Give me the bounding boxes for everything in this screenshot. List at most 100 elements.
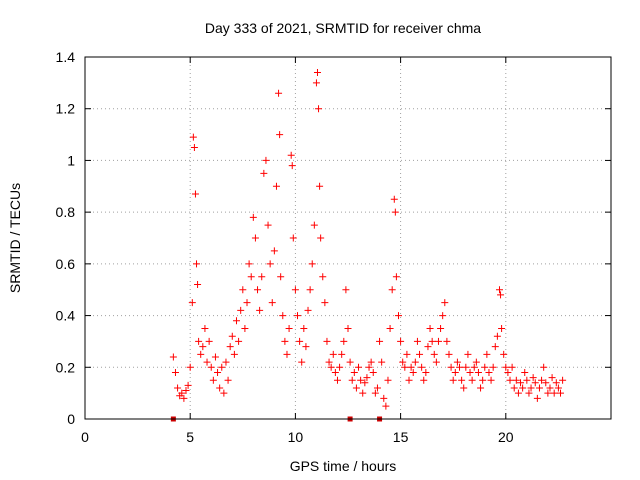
data-point	[485, 368, 493, 376]
data-point	[411, 358, 419, 366]
data-point	[270, 247, 278, 255]
data-point	[458, 376, 466, 384]
data-point	[268, 299, 276, 307]
data-point	[405, 376, 413, 384]
data-point	[479, 376, 487, 384]
data-point	[205, 337, 213, 345]
data-point	[367, 358, 375, 366]
data-point	[380, 394, 388, 402]
data-point	[291, 286, 299, 294]
data-point	[552, 379, 560, 387]
data-point	[281, 337, 289, 345]
data-point	[296, 337, 304, 345]
data-point	[329, 350, 337, 358]
data-point	[538, 376, 546, 384]
data-point	[371, 389, 379, 397]
data-point	[331, 368, 339, 376]
data-point	[325, 358, 333, 366]
data-point	[557, 389, 565, 397]
data-point	[338, 350, 346, 358]
data-point	[300, 325, 308, 332]
data-point	[477, 384, 485, 392]
data-point	[189, 133, 197, 141]
data-point	[283, 350, 291, 358]
data-point	[199, 343, 207, 351]
data-point	[276, 131, 284, 139]
data-point	[491, 343, 499, 351]
data-point	[188, 299, 196, 307]
data-point	[272, 182, 280, 190]
data-point	[171, 368, 179, 376]
data-point	[262, 156, 270, 164]
data-point	[342, 286, 350, 294]
data-point	[315, 105, 323, 113]
data-point	[336, 363, 344, 371]
y-tick-label: 1.4	[56, 49, 76, 65]
data-point	[247, 273, 255, 281]
data-point	[483, 350, 491, 358]
data-point	[222, 358, 230, 366]
data-point	[445, 350, 453, 358]
data-point	[357, 376, 365, 384]
data-point	[207, 363, 215, 371]
data-point	[258, 273, 266, 281]
data-point	[216, 384, 224, 392]
data-point	[178, 389, 186, 397]
data-point	[254, 286, 262, 294]
data-point	[542, 379, 550, 387]
data-point	[239, 286, 247, 294]
data-point	[313, 69, 321, 77]
data-point	[428, 337, 436, 345]
data-point	[447, 363, 455, 371]
data-point	[203, 358, 211, 366]
data-point	[432, 358, 440, 366]
data-point	[294, 312, 302, 320]
data-point	[451, 368, 459, 376]
data-point	[184, 381, 192, 389]
data-point	[361, 379, 369, 387]
data-point	[363, 374, 371, 382]
data-point	[453, 358, 461, 366]
data-point	[214, 368, 222, 376]
data-point	[174, 384, 182, 392]
data-point	[333, 376, 341, 384]
data-point	[533, 394, 541, 402]
data-point	[306, 286, 314, 294]
data-point	[394, 312, 402, 320]
x-tick-label: 5	[186, 429, 194, 445]
data-point	[319, 273, 327, 281]
data-point	[190, 144, 198, 151]
data-point	[489, 363, 497, 371]
data-point	[487, 376, 495, 384]
data-point	[382, 402, 390, 410]
data-point	[420, 376, 428, 384]
data-point	[193, 260, 201, 268]
data-point	[521, 368, 529, 376]
data-point	[237, 306, 245, 314]
data-point	[344, 325, 352, 332]
data-point	[197, 350, 205, 358]
data-point	[441, 299, 449, 307]
data-point	[449, 376, 457, 384]
data-point	[316, 182, 324, 190]
data-point	[495, 286, 503, 294]
data-point	[327, 363, 335, 371]
data-point	[245, 260, 253, 268]
data-point	[260, 169, 268, 177]
data-point	[548, 374, 556, 382]
data-point	[169, 353, 177, 361]
data-point	[559, 376, 567, 384]
data-point	[399, 358, 407, 366]
data-point	[462, 363, 470, 371]
x-tick-label: 0	[81, 429, 89, 445]
data-point	[350, 368, 358, 376]
y-tick-label: 0.6	[56, 256, 76, 272]
data-point	[413, 337, 421, 345]
data-point	[365, 363, 373, 371]
data-point	[288, 162, 296, 170]
data-point	[302, 343, 310, 351]
data-point	[544, 389, 552, 397]
data-point	[430, 350, 438, 358]
data-point	[266, 260, 274, 268]
data-point	[201, 325, 209, 332]
